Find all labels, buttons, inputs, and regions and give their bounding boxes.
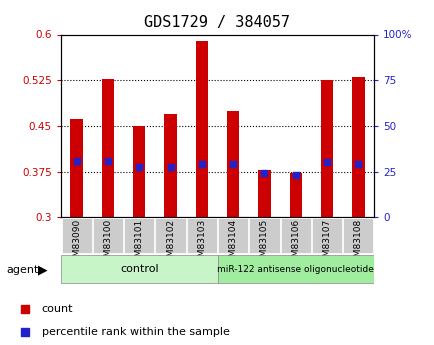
- FancyBboxPatch shape: [217, 218, 248, 253]
- Text: GSM83100: GSM83100: [103, 219, 112, 268]
- Text: GSM83106: GSM83106: [291, 219, 299, 268]
- Bar: [133, 126, 145, 217]
- Bar: [70, 119, 82, 217]
- Text: percentile rank within the sample: percentile rank within the sample: [42, 327, 229, 337]
- Text: GSM83104: GSM83104: [228, 219, 237, 268]
- Bar: [164, 114, 176, 217]
- Bar: [102, 79, 114, 217]
- FancyBboxPatch shape: [186, 218, 217, 253]
- Text: count: count: [42, 304, 73, 314]
- FancyBboxPatch shape: [217, 255, 373, 283]
- Bar: [227, 111, 239, 217]
- FancyBboxPatch shape: [280, 218, 310, 253]
- Text: agent: agent: [7, 265, 39, 275]
- Text: GSM83103: GSM83103: [197, 219, 206, 268]
- Text: GSM83090: GSM83090: [72, 219, 81, 268]
- FancyBboxPatch shape: [61, 218, 92, 253]
- Bar: [320, 80, 332, 217]
- FancyBboxPatch shape: [92, 218, 123, 253]
- Text: GSM83101: GSM83101: [135, 219, 143, 268]
- Text: ▶: ▶: [38, 263, 47, 276]
- FancyBboxPatch shape: [124, 218, 154, 253]
- Text: control: control: [120, 264, 158, 274]
- FancyBboxPatch shape: [155, 218, 185, 253]
- Bar: [289, 173, 301, 217]
- Text: GSM83105: GSM83105: [260, 219, 268, 268]
- Text: GSM83102: GSM83102: [166, 219, 174, 268]
- FancyBboxPatch shape: [342, 218, 373, 253]
- FancyBboxPatch shape: [61, 255, 217, 283]
- Text: GSM83108: GSM83108: [353, 219, 362, 268]
- FancyBboxPatch shape: [311, 218, 342, 253]
- Text: GDS1729 / 384057: GDS1729 / 384057: [144, 15, 290, 30]
- Bar: [352, 77, 364, 217]
- Text: GSM83107: GSM83107: [322, 219, 331, 268]
- Bar: [258, 170, 270, 217]
- FancyBboxPatch shape: [249, 218, 279, 253]
- Bar: [195, 41, 207, 217]
- Text: miR-122 antisense oligonucleotide: miR-122 antisense oligonucleotide: [217, 265, 373, 274]
